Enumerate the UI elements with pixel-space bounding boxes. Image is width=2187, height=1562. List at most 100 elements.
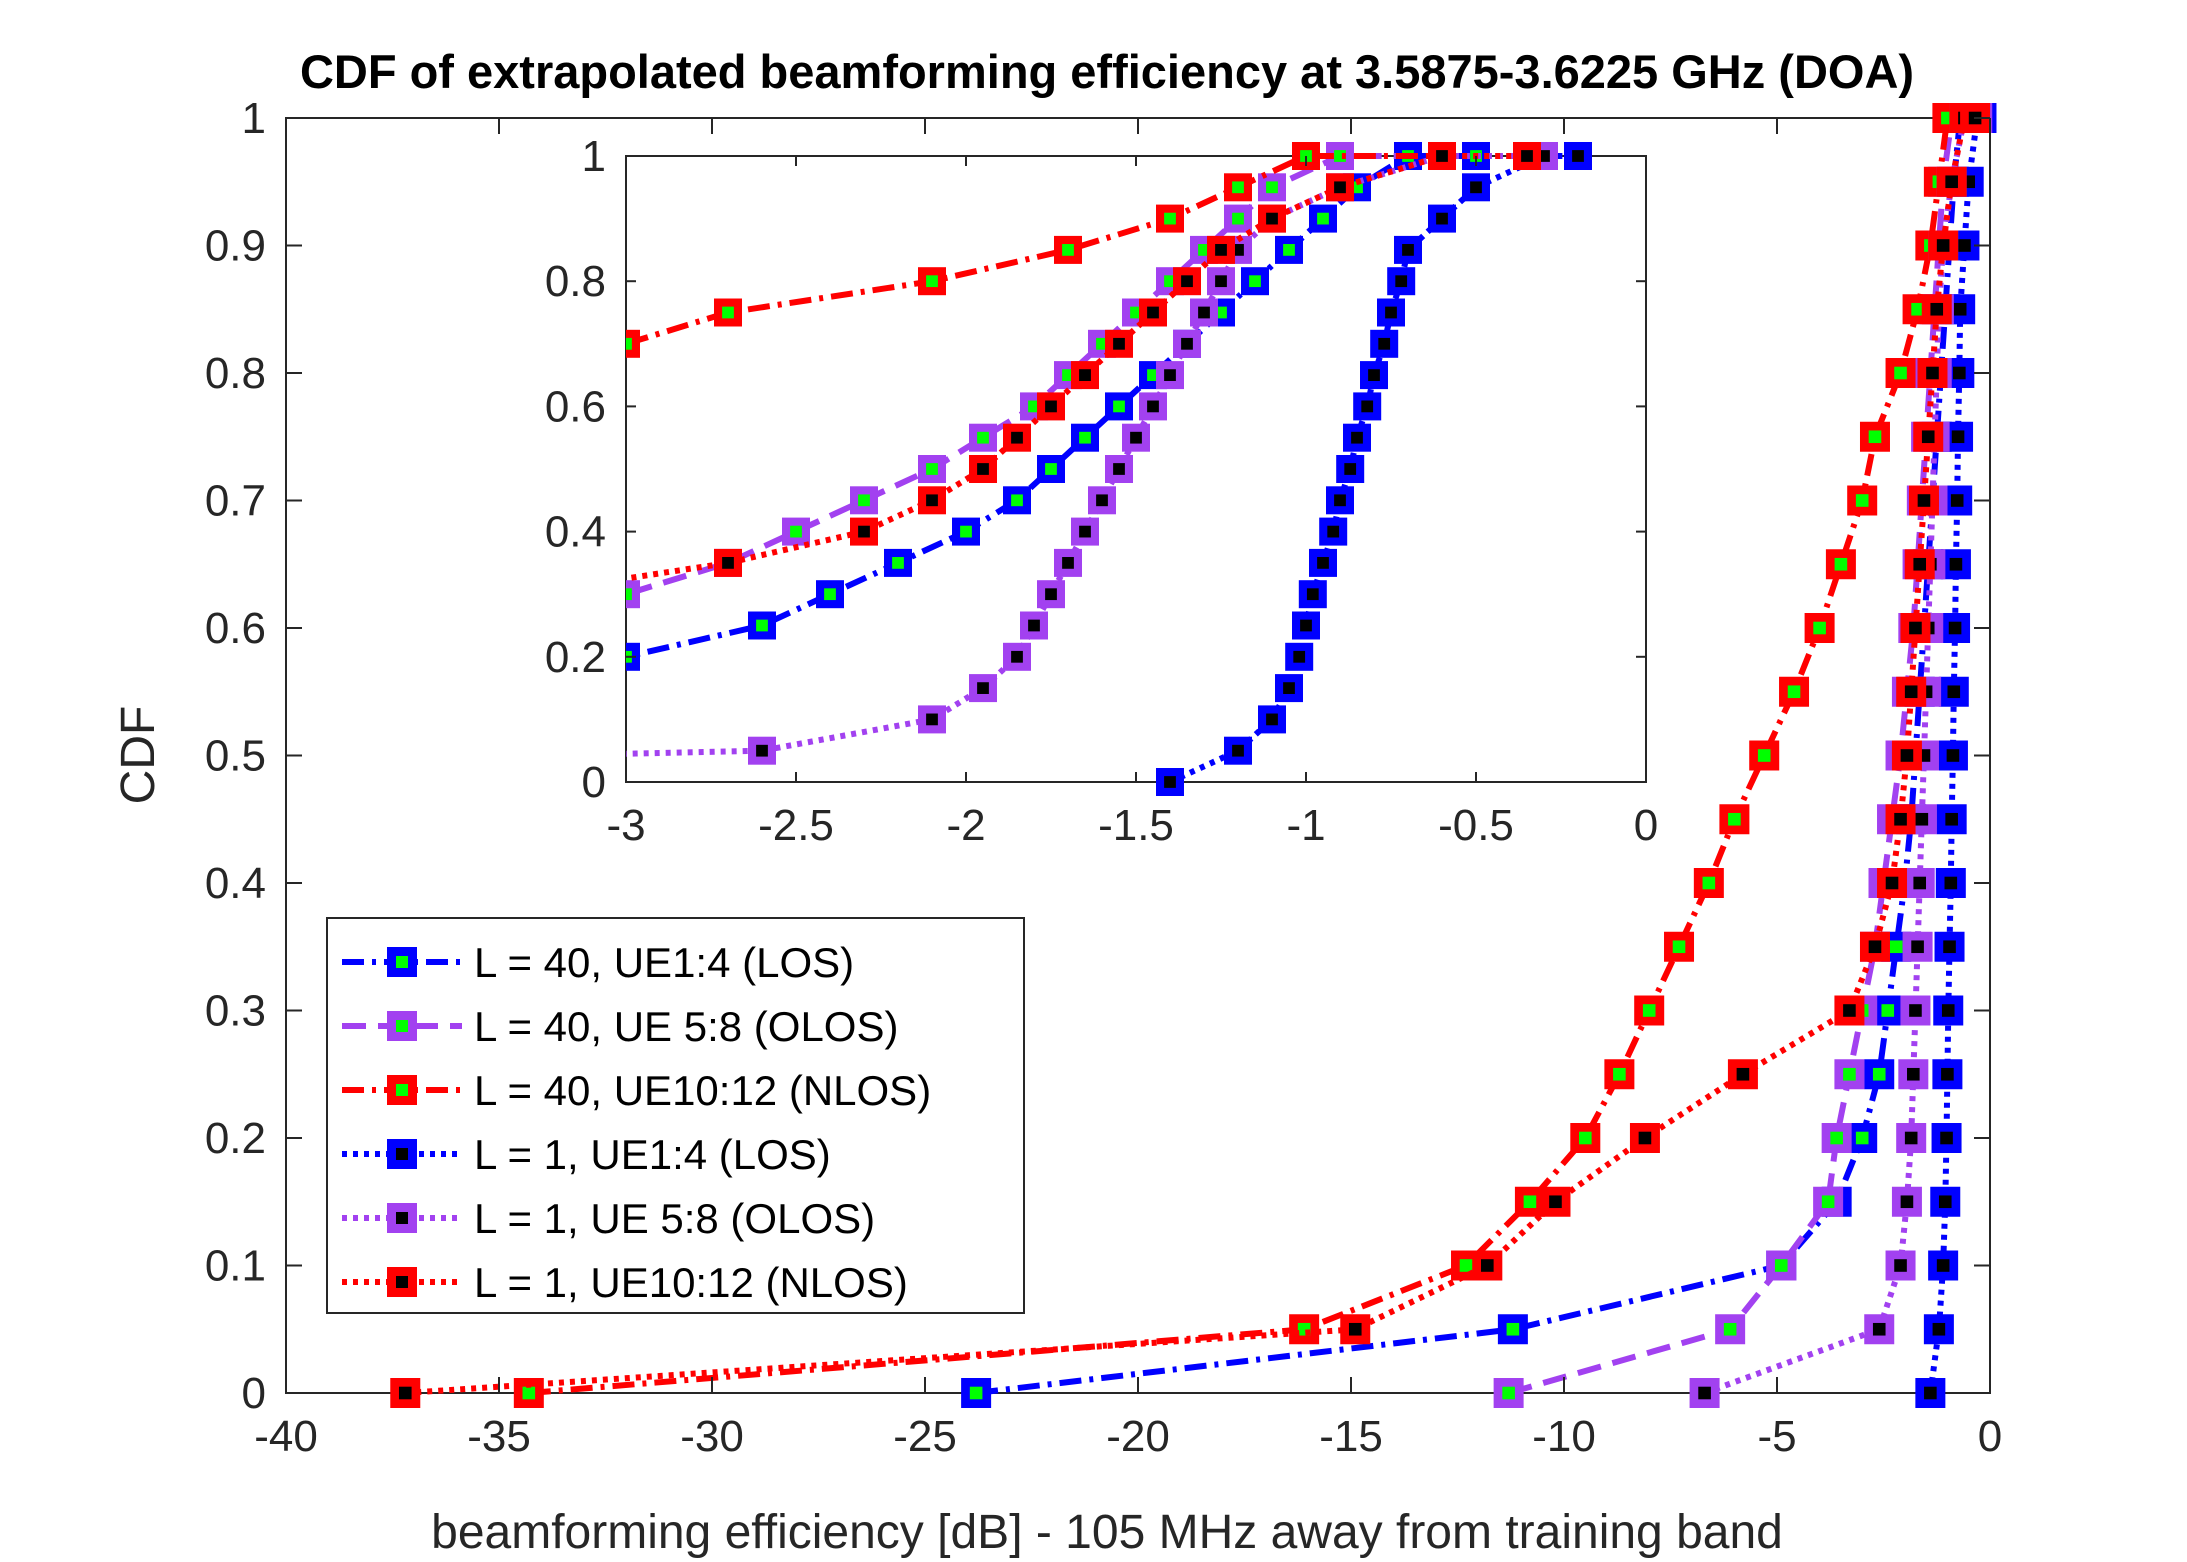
main-data-point-core <box>1958 239 1971 252</box>
main-data-point-core <box>1787 685 1801 699</box>
x-tick-label: -40 <box>254 1412 318 1461</box>
inset-data-point-core <box>1011 431 1023 444</box>
y-tick-label: 0.3 <box>205 987 266 1036</box>
inset-data-point-core <box>626 337 632 350</box>
inset-series-3 <box>1156 142 1592 796</box>
x-tick-label: -35 <box>467 1412 531 1461</box>
x-tick-label: -10 <box>1532 1412 1596 1461</box>
legend-item: L = 40, UE 5:8 (OLOS) <box>342 1003 898 1050</box>
inset-data-point-core <box>977 431 989 444</box>
inset-data-point <box>626 329 640 358</box>
main-data-point-core <box>1953 366 1966 380</box>
main-data-point-core <box>1672 940 1686 954</box>
inset-data-point-core <box>1215 244 1227 256</box>
main-data-point-core <box>1481 1259 1494 1272</box>
inset-y-tick-label: 0.8 <box>545 257 606 306</box>
inset-series-0 <box>626 142 1490 671</box>
main-data-point-core <box>398 1386 412 1400</box>
legend-items: L = 40, UE1:4 (LOS) L = 40, UE 5:8 (OLOS)… <box>342 939 931 1306</box>
main-series-2 <box>513 103 1980 1408</box>
inset-data-point-core <box>1147 369 1159 381</box>
y-tick-label: 0.9 <box>205 222 266 271</box>
main-data-point-core <box>1921 430 1935 444</box>
inset-data-point-core <box>1334 494 1346 507</box>
inset-data-point-core <box>1385 306 1397 319</box>
main-data-point-core <box>1502 1386 1515 1400</box>
legend-label: L = 1, UE 5:8 (OLOS) <box>474 1195 875 1242</box>
main-data-point-core <box>1698 1386 1711 1400</box>
x-axis-label: beamforming efficiency [dB] - 105 MHz aw… <box>431 1506 1783 1559</box>
inset-data-point-core <box>1361 400 1374 413</box>
main-data-point-core <box>1911 940 1924 954</box>
legend-label: L = 1, UE10:12 (NLOS) <box>474 1259 908 1306</box>
main-data-point-core <box>1900 749 1914 762</box>
inset-series-line <box>626 153 1476 660</box>
main-data-point-core <box>1949 557 1963 571</box>
inset-data-point-core <box>1351 181 1363 194</box>
inset-data-point-core <box>1045 400 1057 413</box>
main-data-point-core <box>1936 239 1950 252</box>
main-data-point-core <box>1913 557 1927 571</box>
main-data-point-core <box>1813 621 1826 635</box>
inset-data-point-core <box>1266 181 1278 194</box>
legend-swatch-core <box>396 1084 408 1096</box>
main-series-5 <box>390 103 1991 1408</box>
inset-data-point-core <box>1300 619 1312 632</box>
inset-data-point-core <box>1317 557 1329 569</box>
inset-data-point-core <box>1317 212 1329 225</box>
inset-data-point-core <box>960 525 972 538</box>
main-data-point-core <box>1907 1067 1920 1081</box>
inset-data-point-core <box>1096 337 1108 350</box>
main-data-point-core <box>1909 621 1922 635</box>
main-data-point-core <box>1938 1195 1952 1209</box>
inset-data-point-core <box>1147 400 1159 413</box>
main-data-point-core <box>1613 1067 1626 1081</box>
main-data-point-core <box>1945 175 1958 189</box>
main-data-point-core <box>1868 430 1882 444</box>
inset-data-point-core <box>1215 306 1227 319</box>
inset-x-tick-label: 0 <box>1634 801 1658 850</box>
main-data-point-core <box>1757 749 1771 762</box>
main-data-point-core <box>1830 1131 1843 1145</box>
inset-series-line <box>626 153 1442 598</box>
x-tick-label: -25 <box>893 1412 957 1461</box>
y-tick-label: 0 <box>242 1369 266 1418</box>
main-data-point-core <box>1913 876 1927 890</box>
inset-data-point-core <box>1028 400 1040 413</box>
inset-data-point-core <box>1062 369 1074 381</box>
inset-data-point-core <box>722 306 734 319</box>
main-data-point-core <box>1941 1004 1955 1017</box>
main-data-point-core <box>1702 876 1716 890</box>
main-data-point-core <box>1881 1004 1895 1017</box>
y-tick-label: 0.7 <box>205 477 266 526</box>
main-data-point-core <box>1348 1322 1362 1336</box>
main-data-point-core <box>1855 494 1869 507</box>
main-data-point-core <box>1868 940 1882 954</box>
inset-data-point-core <box>1334 150 1346 162</box>
inset-data-point-core <box>626 588 632 601</box>
inset-data-point-core <box>1266 212 1278 225</box>
inset-data-point-core <box>1181 275 1193 288</box>
legend-label: L = 40, UE10:12 (NLOS) <box>474 1067 931 1114</box>
legend-box <box>326 917 1025 1314</box>
inset-y-ticks: 0 0.2 0.4 0.6 0.8 1 <box>545 132 1646 807</box>
main-data-point-core <box>1936 1259 1950 1272</box>
inset-x-tick-label: -2 <box>946 801 985 850</box>
x-tick-label: 0 <box>1978 1412 2002 1461</box>
inset-x-ticks: -3 -2.5 -2 -1.5 -1 -0.5 0 <box>606 156 1658 850</box>
inset-axes-box <box>625 155 1647 783</box>
inset-y-tick-label: 0.2 <box>545 633 606 682</box>
inset-data-point-core <box>1198 306 1210 319</box>
x-tick-label: -20 <box>1106 1412 1170 1461</box>
inset-data-point-core <box>824 588 836 601</box>
inset-series-5 <box>626 142 1541 582</box>
inset-data-point-core <box>1306 588 1319 601</box>
main-series-line <box>405 115 1976 1396</box>
inset-data-point-core <box>1011 650 1023 663</box>
inset-data-point-core <box>1062 557 1074 569</box>
inset-data-point-core <box>1130 306 1142 319</box>
inset-data-point-core <box>1079 431 1091 444</box>
main-data-point-core <box>522 1386 536 1400</box>
inset-data-point-core <box>926 713 938 726</box>
